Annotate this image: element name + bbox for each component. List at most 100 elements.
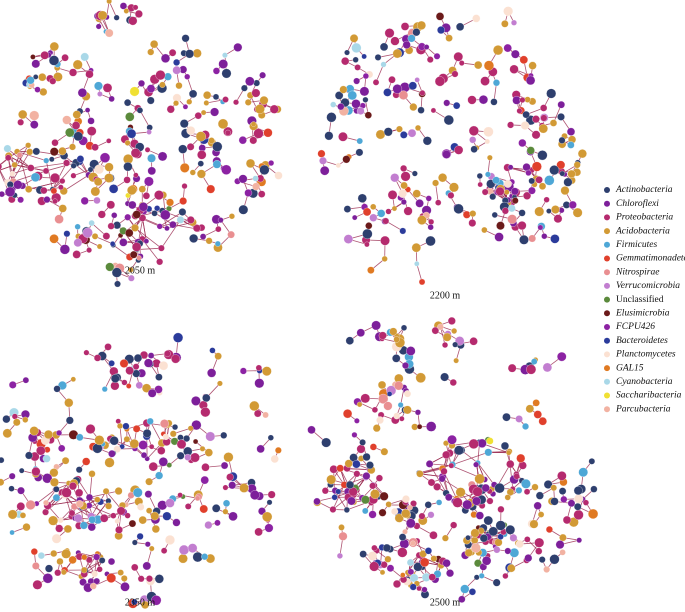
node — [25, 451, 33, 460]
node — [196, 169, 206, 179]
node — [123, 435, 131, 443]
node — [192, 224, 201, 232]
node — [115, 418, 121, 424]
node — [385, 501, 392, 508]
node — [166, 462, 172, 468]
node — [454, 445, 464, 456]
node — [76, 155, 85, 163]
node — [116, 423, 123, 430]
node — [391, 507, 399, 516]
node — [142, 192, 151, 200]
node — [472, 486, 483, 497]
node — [351, 42, 362, 53]
node — [104, 28, 114, 38]
node — [43, 499, 49, 506]
node — [540, 104, 548, 112]
node — [171, 354, 181, 364]
node — [445, 493, 453, 502]
node — [474, 473, 485, 485]
node — [392, 48, 402, 59]
node — [106, 138, 112, 144]
node — [379, 491, 389, 501]
node — [114, 487, 123, 495]
legend-label: FCPU426 — [615, 322, 655, 332]
edge — [139, 110, 151, 128]
node — [483, 60, 494, 71]
node — [150, 40, 159, 49]
legend-swatch — [604, 406, 610, 413]
node — [108, 184, 119, 194]
node — [97, 10, 108, 21]
node — [451, 70, 459, 78]
node — [393, 336, 400, 343]
node — [528, 61, 537, 70]
node — [26, 76, 35, 85]
node — [417, 106, 425, 114]
node — [416, 424, 423, 430]
node — [410, 500, 417, 507]
edge — [45, 160, 53, 190]
node — [22, 416, 29, 423]
node — [87, 166, 94, 173]
node — [51, 533, 62, 544]
node — [317, 149, 326, 158]
node — [39, 87, 48, 96]
node — [217, 118, 229, 129]
node — [572, 207, 583, 218]
node — [138, 79, 145, 87]
node — [187, 543, 198, 553]
node — [130, 148, 141, 158]
node — [362, 207, 372, 217]
node — [9, 170, 16, 177]
node — [529, 519, 539, 529]
panel-label: 2200 m — [430, 290, 461, 301]
node — [453, 102, 461, 110]
node — [222, 499, 231, 507]
edges — [0, 337, 279, 606]
node — [558, 136, 566, 144]
node — [400, 164, 408, 172]
node — [87, 117, 95, 125]
node — [186, 126, 196, 136]
node — [384, 28, 395, 38]
node — [484, 448, 493, 457]
node — [74, 488, 84, 497]
node — [255, 364, 263, 372]
node — [93, 577, 101, 585]
node — [94, 496, 101, 503]
node — [42, 167, 50, 175]
node — [182, 104, 189, 110]
node — [156, 223, 163, 230]
node — [31, 467, 41, 477]
node — [40, 51, 49, 60]
node — [491, 211, 498, 219]
node — [385, 208, 392, 215]
node — [578, 467, 588, 478]
node — [178, 144, 188, 154]
node — [381, 255, 388, 262]
edge — [8, 155, 32, 169]
node — [384, 555, 392, 563]
node — [268, 160, 275, 167]
node — [416, 470, 424, 478]
node — [254, 527, 263, 537]
node — [359, 439, 366, 446]
node — [521, 478, 531, 489]
node — [538, 417, 547, 426]
node — [124, 512, 131, 519]
node — [400, 131, 408, 139]
node — [493, 546, 501, 554]
node — [359, 86, 370, 97]
node — [452, 341, 459, 348]
node — [217, 380, 223, 387]
node — [245, 158, 256, 169]
node — [266, 499, 273, 506]
node — [262, 411, 269, 419]
node — [109, 436, 119, 446]
node — [341, 57, 350, 66]
node — [447, 316, 456, 325]
node — [320, 166, 330, 176]
node — [468, 438, 479, 449]
node — [416, 20, 426, 30]
node — [270, 454, 279, 464]
